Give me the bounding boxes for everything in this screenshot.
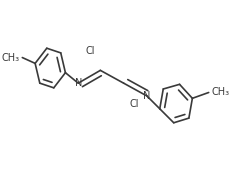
Text: N: N [143,91,151,101]
Text: N: N [74,78,82,88]
Text: Cl: Cl [85,45,95,56]
Text: CH₃: CH₃ [1,52,20,63]
Text: CH₃: CH₃ [212,88,230,97]
Text: Cl: Cl [129,99,139,109]
